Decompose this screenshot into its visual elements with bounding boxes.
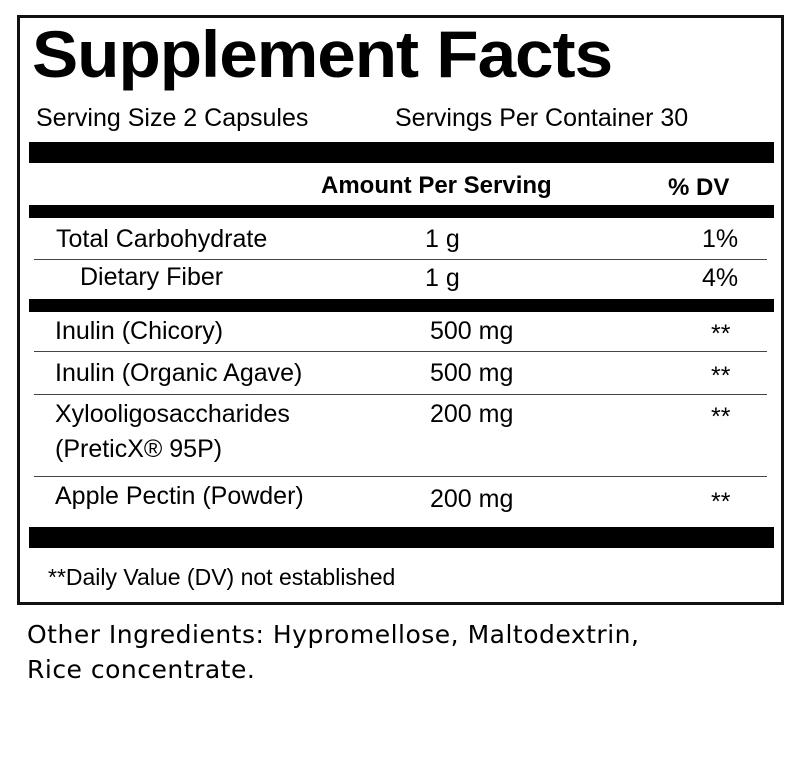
divider-bar [29, 142, 774, 163]
row-divider [34, 394, 767, 395]
nutrient-dv: 4% [702, 264, 739, 292]
ingredient-amount: 200 mg [430, 485, 514, 513]
ingredient-amount: 200 mg [430, 400, 514, 428]
divider-bar [29, 299, 774, 312]
ingredient-name: Apple Pectin (Powder) [55, 482, 304, 510]
divider-bar [29, 205, 774, 218]
footnote: **Daily Value (DV) not established [48, 564, 396, 590]
row-divider [34, 259, 767, 260]
nutrient-amount: 1 g [425, 264, 460, 292]
nutrient-name: Total Carbohydrate [56, 225, 268, 253]
ingredient-name: Inulin (Chicory) [55, 317, 224, 345]
row-divider [34, 476, 767, 477]
servings-per-container: Servings Per Container 30 [395, 104, 689, 132]
ingredient-dv: ** [711, 320, 731, 348]
supplement-facts-panel [17, 15, 784, 605]
other-ingredients-line2: Rice concentrate. [27, 655, 256, 684]
ingredient-dv: ** [711, 362, 731, 390]
ingredient-name-line2: (PreticX® 95P) [55, 435, 223, 463]
nutrient-name: Dietary Fiber [80, 263, 224, 291]
nutrient-amount: 1 g [425, 225, 460, 253]
dv-header: % DV [668, 174, 730, 201]
row-divider [34, 351, 767, 352]
panel-title: Supplement Facts [32, 17, 613, 91]
ingredient-dv: ** [711, 488, 731, 516]
ingredient-amount: 500 mg [430, 317, 514, 345]
ingredient-dv: ** [711, 403, 731, 431]
ingredient-name: Inulin (Organic Agave) [55, 359, 303, 387]
serving-size: Serving Size 2 Capsules [36, 104, 309, 132]
other-ingredients-line1: Other Ingredients: Hypromellose, Maltode… [27, 620, 640, 649]
nutrient-dv: 1% [702, 225, 739, 253]
divider-bar [29, 527, 774, 548]
ingredient-name: Xylooligosaccharides [55, 400, 290, 428]
amount-header: Amount Per Serving [321, 172, 552, 199]
ingredient-amount: 500 mg [430, 359, 514, 387]
